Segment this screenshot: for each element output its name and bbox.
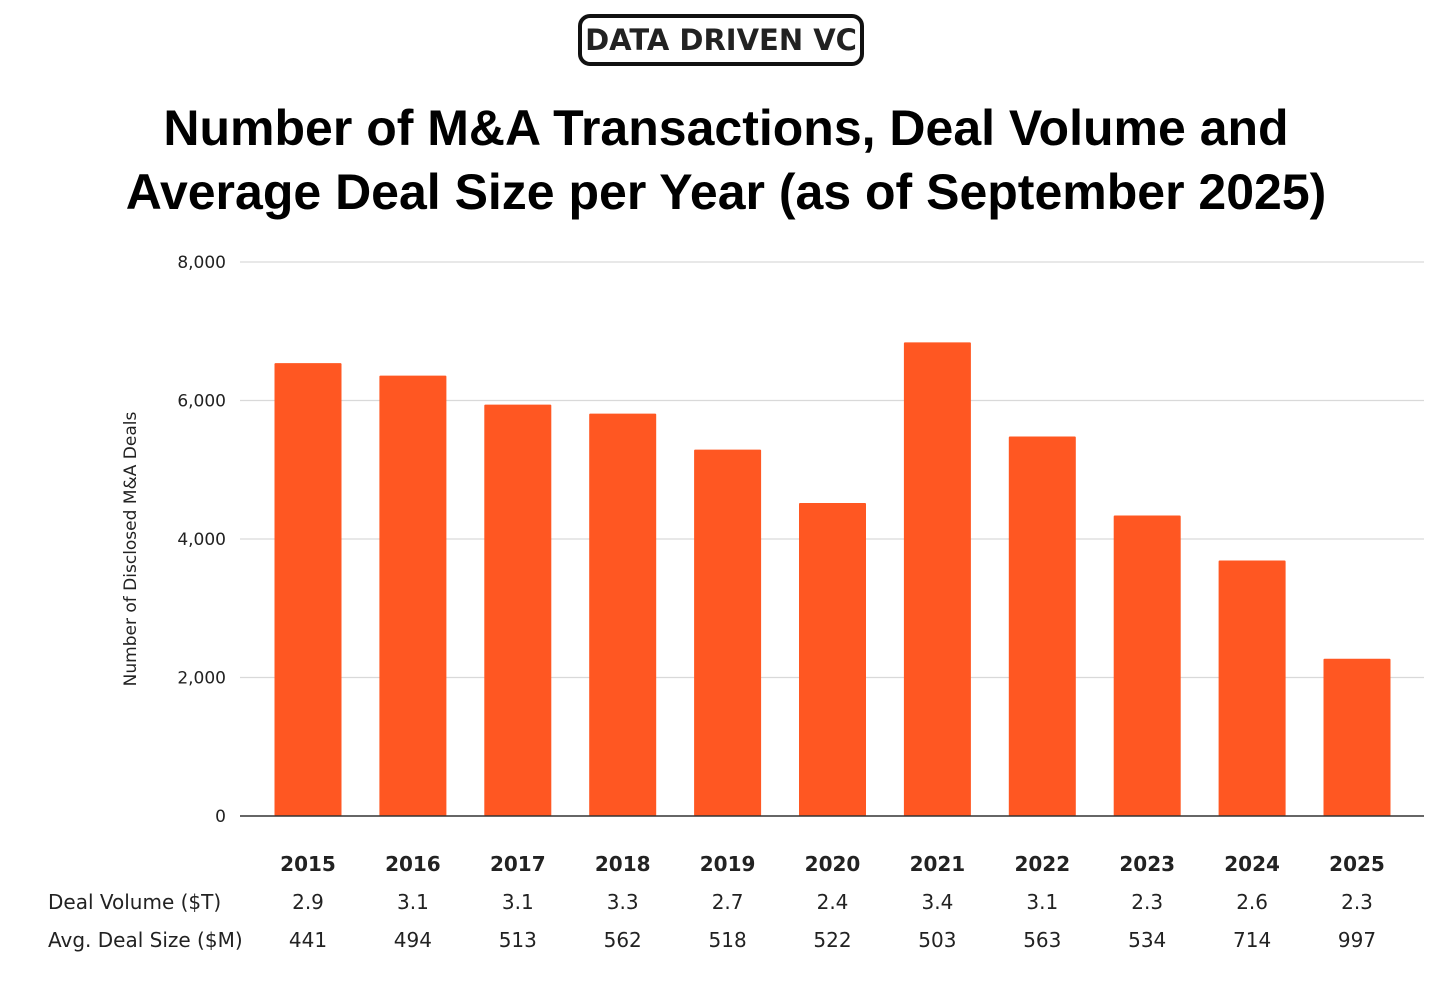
bar-2016 xyxy=(379,375,447,816)
deal-volume-value: 2.3 xyxy=(1131,890,1163,914)
avg-deal-size-value: 522 xyxy=(813,928,851,952)
x-tick-label: 2018 xyxy=(595,852,651,876)
bar-2022 xyxy=(1008,436,1076,816)
chart-title: Number of M&A Transactions, Deal Volume … xyxy=(0,96,1452,224)
avg-deal-size-value: 997 xyxy=(1338,928,1376,952)
deal-volume-value: 2.7 xyxy=(712,890,744,914)
avg-deal-size-value: 563 xyxy=(1023,928,1061,952)
deal-volume-value: 2.9 xyxy=(292,890,324,914)
bar-2023 xyxy=(1113,515,1181,816)
deal-volume-value: 3.1 xyxy=(1026,890,1058,914)
avg-deal-size-value: 441 xyxy=(289,928,327,952)
x-tick-label: 2024 xyxy=(1224,852,1280,876)
deal-volume-value: 2.4 xyxy=(817,890,849,914)
x-tick-label: 2020 xyxy=(805,852,861,876)
y-tick-label: 8,000 xyxy=(177,253,226,273)
deal-volume-row-label: Deal Volume ($T) xyxy=(48,890,221,914)
x-tick-label: 2016 xyxy=(385,852,441,876)
chart-title-line-1: Number of M&A Transactions, Deal Volume … xyxy=(163,100,1289,156)
x-tick-label: 2022 xyxy=(1014,852,1070,876)
x-tick-label: 2015 xyxy=(280,852,336,876)
deal-volume-value: 2.6 xyxy=(1236,890,1268,914)
avg-deal-size-value: 562 xyxy=(604,928,642,952)
x-tick-label: 2025 xyxy=(1329,852,1385,876)
y-tick-label: 0 xyxy=(215,807,226,827)
deal-volume-value: 3.1 xyxy=(502,890,534,914)
x-tick-label: 2023 xyxy=(1119,852,1175,876)
bar-2017 xyxy=(484,404,552,816)
x-tick-label: 2019 xyxy=(700,852,756,876)
brand-logo: DATA DRIVEN VC xyxy=(578,14,864,66)
deal-volume-value: 3.1 xyxy=(397,890,429,914)
avg-deal-size-value: 503 xyxy=(918,928,956,952)
avg-deal-size-row-label: Avg. Deal Size ($M) xyxy=(48,928,243,952)
bar-2019 xyxy=(694,449,762,816)
deal-volume-value: 3.3 xyxy=(607,890,639,914)
bar-2015 xyxy=(274,363,342,816)
chart-title-line-2: Average Deal Size per Year (as of Septem… xyxy=(125,164,1327,220)
bar-2025 xyxy=(1323,658,1391,816)
deal-volume-value: 3.4 xyxy=(921,890,953,914)
y-tick-label: 2,000 xyxy=(177,669,226,689)
avg-deal-size-value: 714 xyxy=(1233,928,1271,952)
x-tick-label: 2021 xyxy=(910,852,966,876)
avg-deal-size-value: 518 xyxy=(709,928,747,952)
bar-2020 xyxy=(799,502,866,816)
y-axis-label: Number of Disclosed M&A Deals xyxy=(121,412,141,687)
y-tick-label: 4,000 xyxy=(177,530,226,550)
avg-deal-size-value: 494 xyxy=(394,928,432,952)
avg-deal-size-value: 534 xyxy=(1128,928,1166,952)
deal-volume-value: 2.3 xyxy=(1341,890,1373,914)
y-tick-label: 6,000 xyxy=(177,392,226,412)
x-tick-label: 2017 xyxy=(490,852,546,876)
bar-2021 xyxy=(903,342,971,816)
bar-2024 xyxy=(1218,560,1286,816)
avg-deal-size-value: 513 xyxy=(499,928,537,952)
bar-2018 xyxy=(589,413,657,816)
